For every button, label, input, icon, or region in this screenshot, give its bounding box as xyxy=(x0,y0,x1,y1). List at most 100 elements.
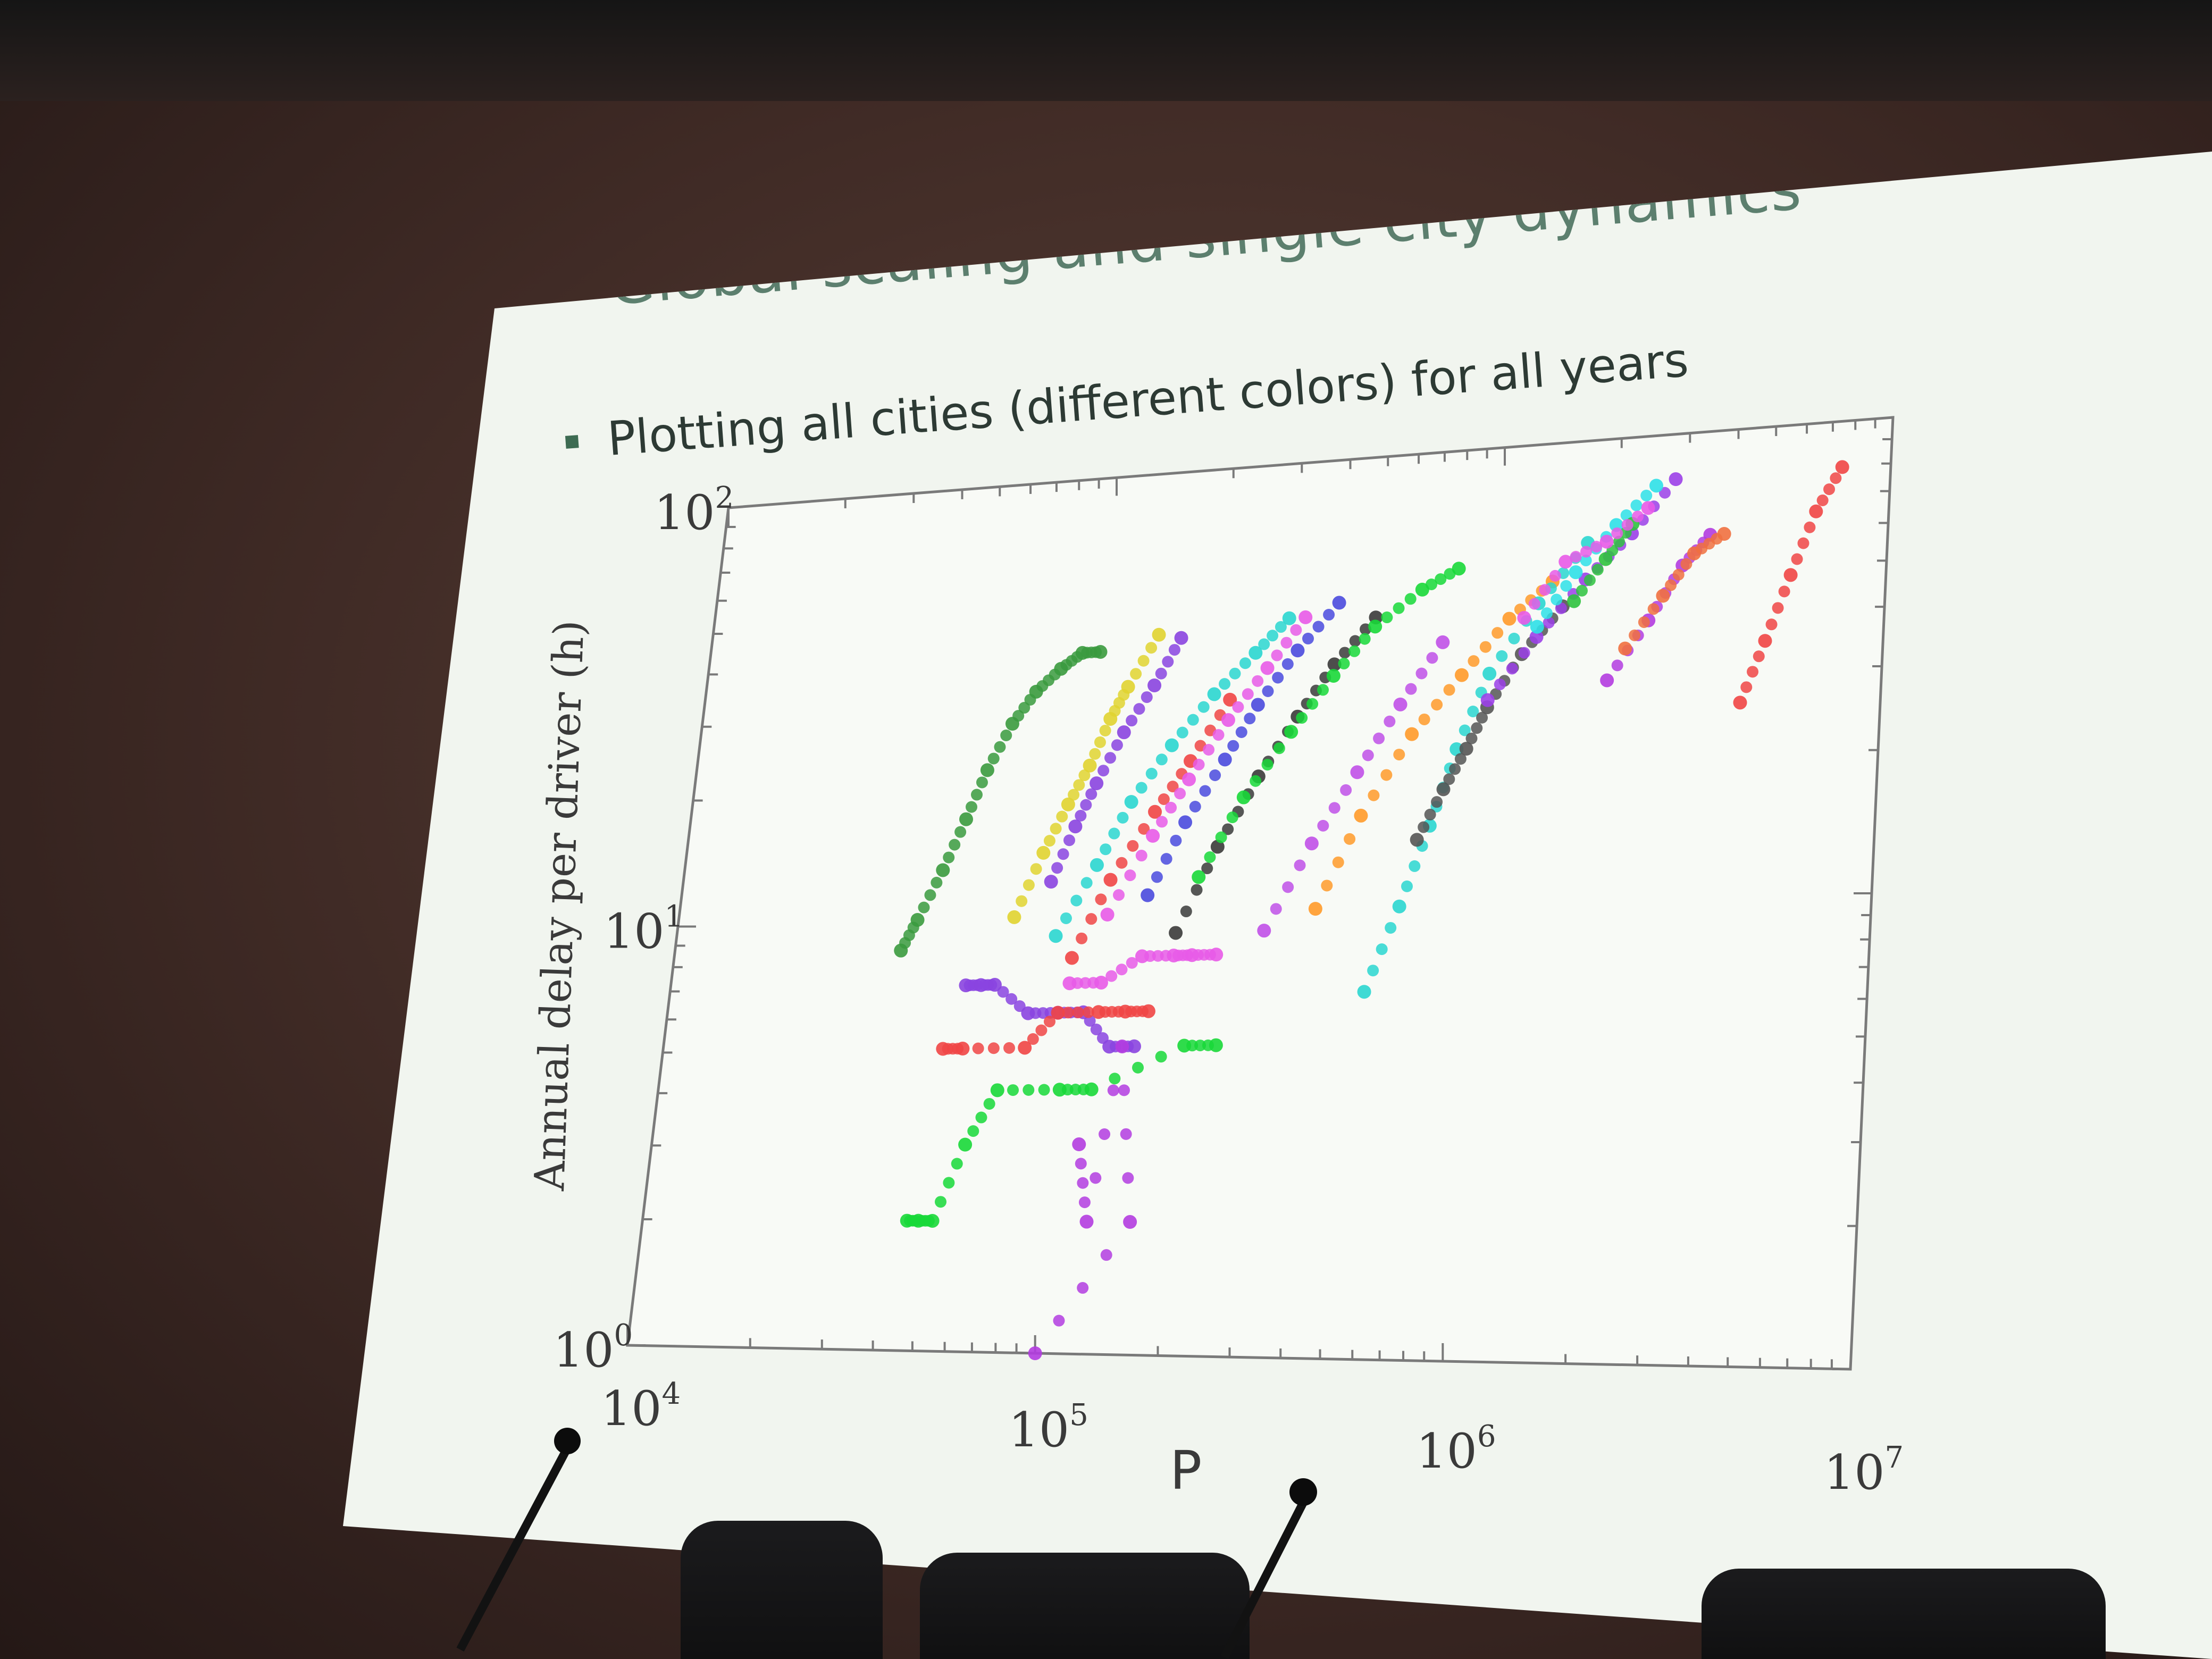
city-trajectory-point xyxy=(1203,744,1215,756)
city-trajectory-point xyxy=(1244,713,1256,725)
city-trajectory-point xyxy=(1323,609,1335,621)
city-trajectory-point xyxy=(1124,795,1138,809)
city-trajectory-point xyxy=(980,763,994,777)
city-trajectory-point xyxy=(1282,611,1296,625)
low-delay-point xyxy=(1003,1042,1016,1054)
city-trajectory-point xyxy=(1306,698,1319,710)
city-trajectory-point xyxy=(1235,726,1247,738)
city-trajectory-point xyxy=(1559,555,1573,569)
low-delay-point xyxy=(1084,1015,1096,1027)
city-trajectory-point xyxy=(954,826,967,838)
city-trajectory-point xyxy=(1598,552,1613,566)
city-trajectory-point xyxy=(1823,483,1836,496)
city-trajectory-point xyxy=(1555,602,1567,614)
low-delay-point xyxy=(1023,1084,1035,1096)
city-trajectory-point xyxy=(1302,632,1314,644)
city-trajectory-point xyxy=(1772,602,1784,614)
city-trajectory-point xyxy=(1281,658,1294,670)
city-trajectory-point xyxy=(1221,713,1235,727)
low-delay-point xyxy=(1043,1016,1055,1028)
city-trajectory-point xyxy=(1740,681,1753,693)
city-trajectory-point xyxy=(1753,650,1765,663)
low-delay-point xyxy=(1038,1084,1050,1096)
ceiling xyxy=(0,0,2212,101)
city-trajectory-point xyxy=(1155,667,1167,680)
low-delay-point xyxy=(1132,1061,1144,1074)
city-trajectory-point xyxy=(1630,499,1643,512)
low-delay-point xyxy=(1127,1039,1142,1053)
low-delay-point xyxy=(990,1083,1004,1097)
city-trajectory-point xyxy=(1443,684,1455,696)
city-trajectory-point xyxy=(1282,881,1294,893)
low-delay-point xyxy=(1078,1196,1091,1209)
city-trajectory-point xyxy=(1242,688,1254,700)
city-trajectory-point xyxy=(1541,607,1553,619)
city-trajectory-point xyxy=(1426,579,1438,591)
city-trajectory-point xyxy=(1187,714,1199,726)
city-trajectory-point xyxy=(1207,687,1221,701)
microphone-right-icon xyxy=(1289,1478,1317,1506)
city-trajectory-point xyxy=(1443,773,1455,785)
city-trajectory-point xyxy=(1494,678,1506,691)
low-delay-point xyxy=(1079,1214,1094,1229)
city-trajectory-point xyxy=(1733,696,1747,710)
low-delay-point xyxy=(1209,1038,1223,1052)
city-trajectory-point xyxy=(970,789,983,801)
city-trajectory-point xyxy=(1508,632,1520,644)
city-trajectory-point xyxy=(1016,895,1028,907)
city-trajectory-point xyxy=(1569,565,1583,580)
city-trajectory-point xyxy=(1093,644,1108,659)
city-trajectory-point xyxy=(1068,819,1083,834)
city-trajectory-point xyxy=(1078,769,1091,782)
low-delay-point xyxy=(1118,1084,1130,1096)
city-trajectory-point xyxy=(1261,759,1273,771)
city-trajectory-point xyxy=(1368,619,1382,634)
city-trajectory-point xyxy=(1480,693,1495,707)
city-trajectory-point xyxy=(1496,650,1508,662)
low-delay-point xyxy=(987,1042,1000,1054)
city-trajectory-point xyxy=(1260,661,1275,675)
city-trajectory-point xyxy=(1113,889,1125,901)
city-trajectory-point xyxy=(924,889,936,901)
city-trajectory-point xyxy=(1384,715,1396,727)
low-delay-point xyxy=(1077,1282,1089,1294)
city-trajectory-point xyxy=(1359,633,1371,645)
city-trajectory-point xyxy=(1236,790,1251,805)
city-trajectory-point xyxy=(1492,627,1504,639)
low-delay-point xyxy=(1075,1158,1087,1170)
city-trajectory-point xyxy=(1410,833,1424,847)
city-trajectory-point xyxy=(1133,703,1145,715)
low-delay-point xyxy=(1115,1040,1129,1054)
city-trajectory-point xyxy=(1317,819,1329,832)
city-trajectory-point xyxy=(1080,799,1092,811)
city-trajectory-point xyxy=(1680,558,1692,570)
city-trajectory-point xyxy=(1209,769,1221,781)
city-trajectory-point xyxy=(1459,724,1471,736)
city-trajectory-point xyxy=(1435,573,1447,585)
city-trajectory-point xyxy=(1138,823,1150,835)
city-trajectory-point xyxy=(1257,924,1271,938)
city-trajectory-point xyxy=(1339,647,1351,659)
city-trajectory-point xyxy=(1174,787,1186,800)
city-trajectory-point xyxy=(1201,862,1213,875)
city-trajectory-point xyxy=(1227,740,1239,752)
city-trajectory-point xyxy=(1296,712,1308,724)
city-trajectory-point xyxy=(1479,641,1492,653)
city-trajectory-point xyxy=(1199,785,1211,797)
city-trajectory-point xyxy=(1189,800,1201,812)
city-trajectory-point xyxy=(943,851,955,864)
city-trajectory-point xyxy=(1362,749,1374,761)
city-trajectory-point xyxy=(1611,659,1623,672)
city-trajectory-point xyxy=(910,912,925,927)
city-trajectory-point xyxy=(1308,902,1322,916)
city-trajectory-point xyxy=(1418,713,1430,725)
city-trajectory-point xyxy=(1304,836,1319,851)
low-delay-point xyxy=(1094,975,1108,990)
low-delay-point xyxy=(1006,993,1018,1005)
city-trajectory-point xyxy=(1146,828,1160,843)
city-trajectory-point xyxy=(1044,875,1058,889)
city-trajectory-point xyxy=(1137,655,1150,667)
city-trajectory-point xyxy=(1665,579,1677,591)
city-trajectory-point xyxy=(1250,775,1262,787)
city-trajectory-point xyxy=(1210,840,1225,854)
